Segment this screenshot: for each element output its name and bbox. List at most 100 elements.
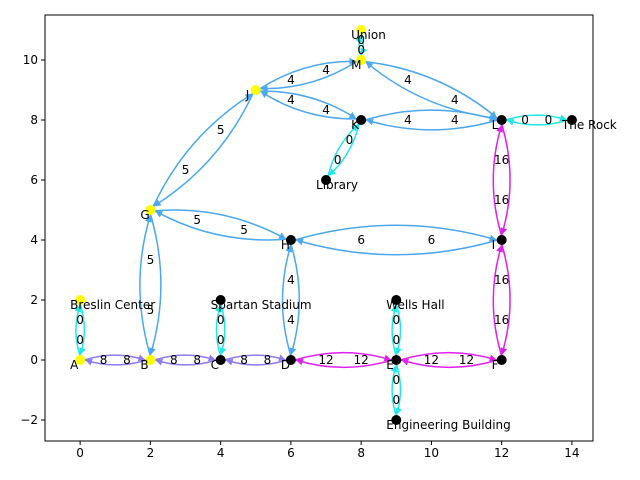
node-l-label: L xyxy=(492,118,499,132)
node-g-marker xyxy=(145,205,156,215)
edge-weight-label: 4 xyxy=(287,73,295,87)
edge-weight-label: 0 xyxy=(392,393,400,407)
edge-arrow xyxy=(295,358,393,369)
node-j-label: J xyxy=(245,88,250,102)
node-engineeringbuilding-marker xyxy=(391,415,402,425)
edge-arrow xyxy=(152,93,253,208)
edge-arrow xyxy=(83,354,146,362)
node-library-marker xyxy=(321,175,332,185)
edge-arrow xyxy=(365,61,499,120)
nodes xyxy=(75,25,577,425)
edge-arrow xyxy=(224,354,287,362)
edge-arrow xyxy=(225,358,288,366)
node-d-label: D xyxy=(281,358,290,372)
node-therock-marker xyxy=(566,115,577,125)
x-tick-label: 2 xyxy=(147,446,155,460)
edge-weight-label: 0 xyxy=(392,333,400,347)
edge-weight-label: 4 xyxy=(287,273,295,287)
edge-weight-label: 6 xyxy=(357,233,365,247)
axis-ticks: 0 2 4 6 8 10 12 14 −2 0 2 4 6 8 10 xyxy=(20,53,579,460)
edge-arrow xyxy=(139,214,152,357)
edge-arrow xyxy=(294,224,497,242)
node-h-label: H xyxy=(281,238,290,252)
edge-arrow xyxy=(360,33,368,56)
node-union-marker xyxy=(356,25,367,35)
edge-arrow xyxy=(149,213,162,356)
node-i-label: I xyxy=(492,238,496,252)
edge-weight-label: 4 xyxy=(287,93,295,107)
node-j-marker xyxy=(250,85,261,95)
edge-weight-label: 8 xyxy=(193,353,201,367)
node-k-label: K xyxy=(351,118,360,132)
edge-weight-label: 16 xyxy=(494,153,509,167)
edge-arrow xyxy=(365,118,498,131)
edge-weight-label: 0 xyxy=(346,133,354,147)
node-b-label: B xyxy=(140,358,148,372)
node-d-marker xyxy=(285,355,296,365)
edge-weight-label: 0 xyxy=(217,333,225,347)
edge-weight-label: 5 xyxy=(193,213,201,227)
edge-arrow xyxy=(155,358,217,366)
edge-weight-label: 5 xyxy=(217,123,225,137)
node-wellshall-marker xyxy=(391,295,402,305)
node-library-label: Library xyxy=(316,178,358,192)
edge-arrow xyxy=(154,209,287,240)
node-breslincenter-marker xyxy=(75,295,86,305)
edge-arrow xyxy=(390,304,398,357)
edge-arrow xyxy=(259,90,357,120)
x-tick-label: 6 xyxy=(287,446,295,460)
edge-arrow xyxy=(153,92,254,207)
node-l-marker xyxy=(496,115,507,125)
edge-weight-label: 0 xyxy=(392,373,400,387)
edge-arrow xyxy=(294,351,392,362)
edge-weight-label: 16 xyxy=(494,273,509,287)
y-tick-label: −2 xyxy=(20,413,38,427)
y-tick-label: 8 xyxy=(30,113,38,127)
edge-weight-label: 0 xyxy=(521,113,529,127)
node-wellshall-label: Wells Hall xyxy=(386,298,444,312)
y-tick-label: 4 xyxy=(30,233,38,247)
edge-arrow xyxy=(79,303,86,356)
edge-arrow xyxy=(492,244,503,357)
edge-weights: 8 8 8 8 8 8 12 12 12 12 16 16 16 16 5 5 5 5 5 5 4 4 6 6 4 4 4 4 4 4 4 4… xyxy=(76,33,552,407)
edge-arrow xyxy=(505,114,568,122)
edge-weight-label: 4 xyxy=(322,63,330,77)
y-tick-label: 0 xyxy=(30,353,38,367)
node-g-label: G xyxy=(140,208,149,222)
edge-weight-label: 8 xyxy=(170,353,178,367)
node-m-label: M xyxy=(351,58,361,72)
edge-weight-label: 8 xyxy=(100,353,108,367)
edge-weight-label: 4 xyxy=(404,113,412,127)
edge-arrow xyxy=(355,34,362,57)
edge-arrow xyxy=(395,363,402,416)
edge-weight-label: 0 xyxy=(545,113,553,127)
edge-weight-label: 8 xyxy=(264,353,272,367)
x-tick-label: 8 xyxy=(357,446,365,460)
edge-arrow xyxy=(281,244,293,357)
edge-arrow xyxy=(215,304,222,357)
edge-weight-label: 5 xyxy=(240,223,248,237)
node-spartanstadium-marker xyxy=(215,295,226,305)
x-tick-label: 4 xyxy=(217,446,225,460)
node-k-marker xyxy=(356,115,367,125)
edge-weight-label: 4 xyxy=(451,113,459,127)
edge-weight-label: 12 xyxy=(459,353,474,367)
node-breslincenter-label: Breslin Center xyxy=(70,298,155,312)
edge-arrow xyxy=(289,243,300,356)
y-tick-label: 10 xyxy=(23,53,38,67)
edge-weight-label: 0 xyxy=(217,313,225,327)
edge-weight-label: 6 xyxy=(428,233,436,247)
edge-arrow xyxy=(401,358,498,369)
x-tick-label: 10 xyxy=(424,446,439,460)
edge-weight-label: 16 xyxy=(494,193,509,207)
edge-weight-label: 5 xyxy=(182,163,190,177)
edge-arrow xyxy=(154,210,288,241)
edge-arrow xyxy=(506,118,569,126)
plot-frame xyxy=(44,14,594,442)
x-tick-label: 12 xyxy=(494,446,509,460)
node-union-label: Union xyxy=(351,28,386,42)
edge-weight-label: 5 xyxy=(147,253,155,267)
node-spartanstadium-label: Spartan Stadium xyxy=(211,298,312,312)
x-tick-label: 14 xyxy=(564,446,579,460)
